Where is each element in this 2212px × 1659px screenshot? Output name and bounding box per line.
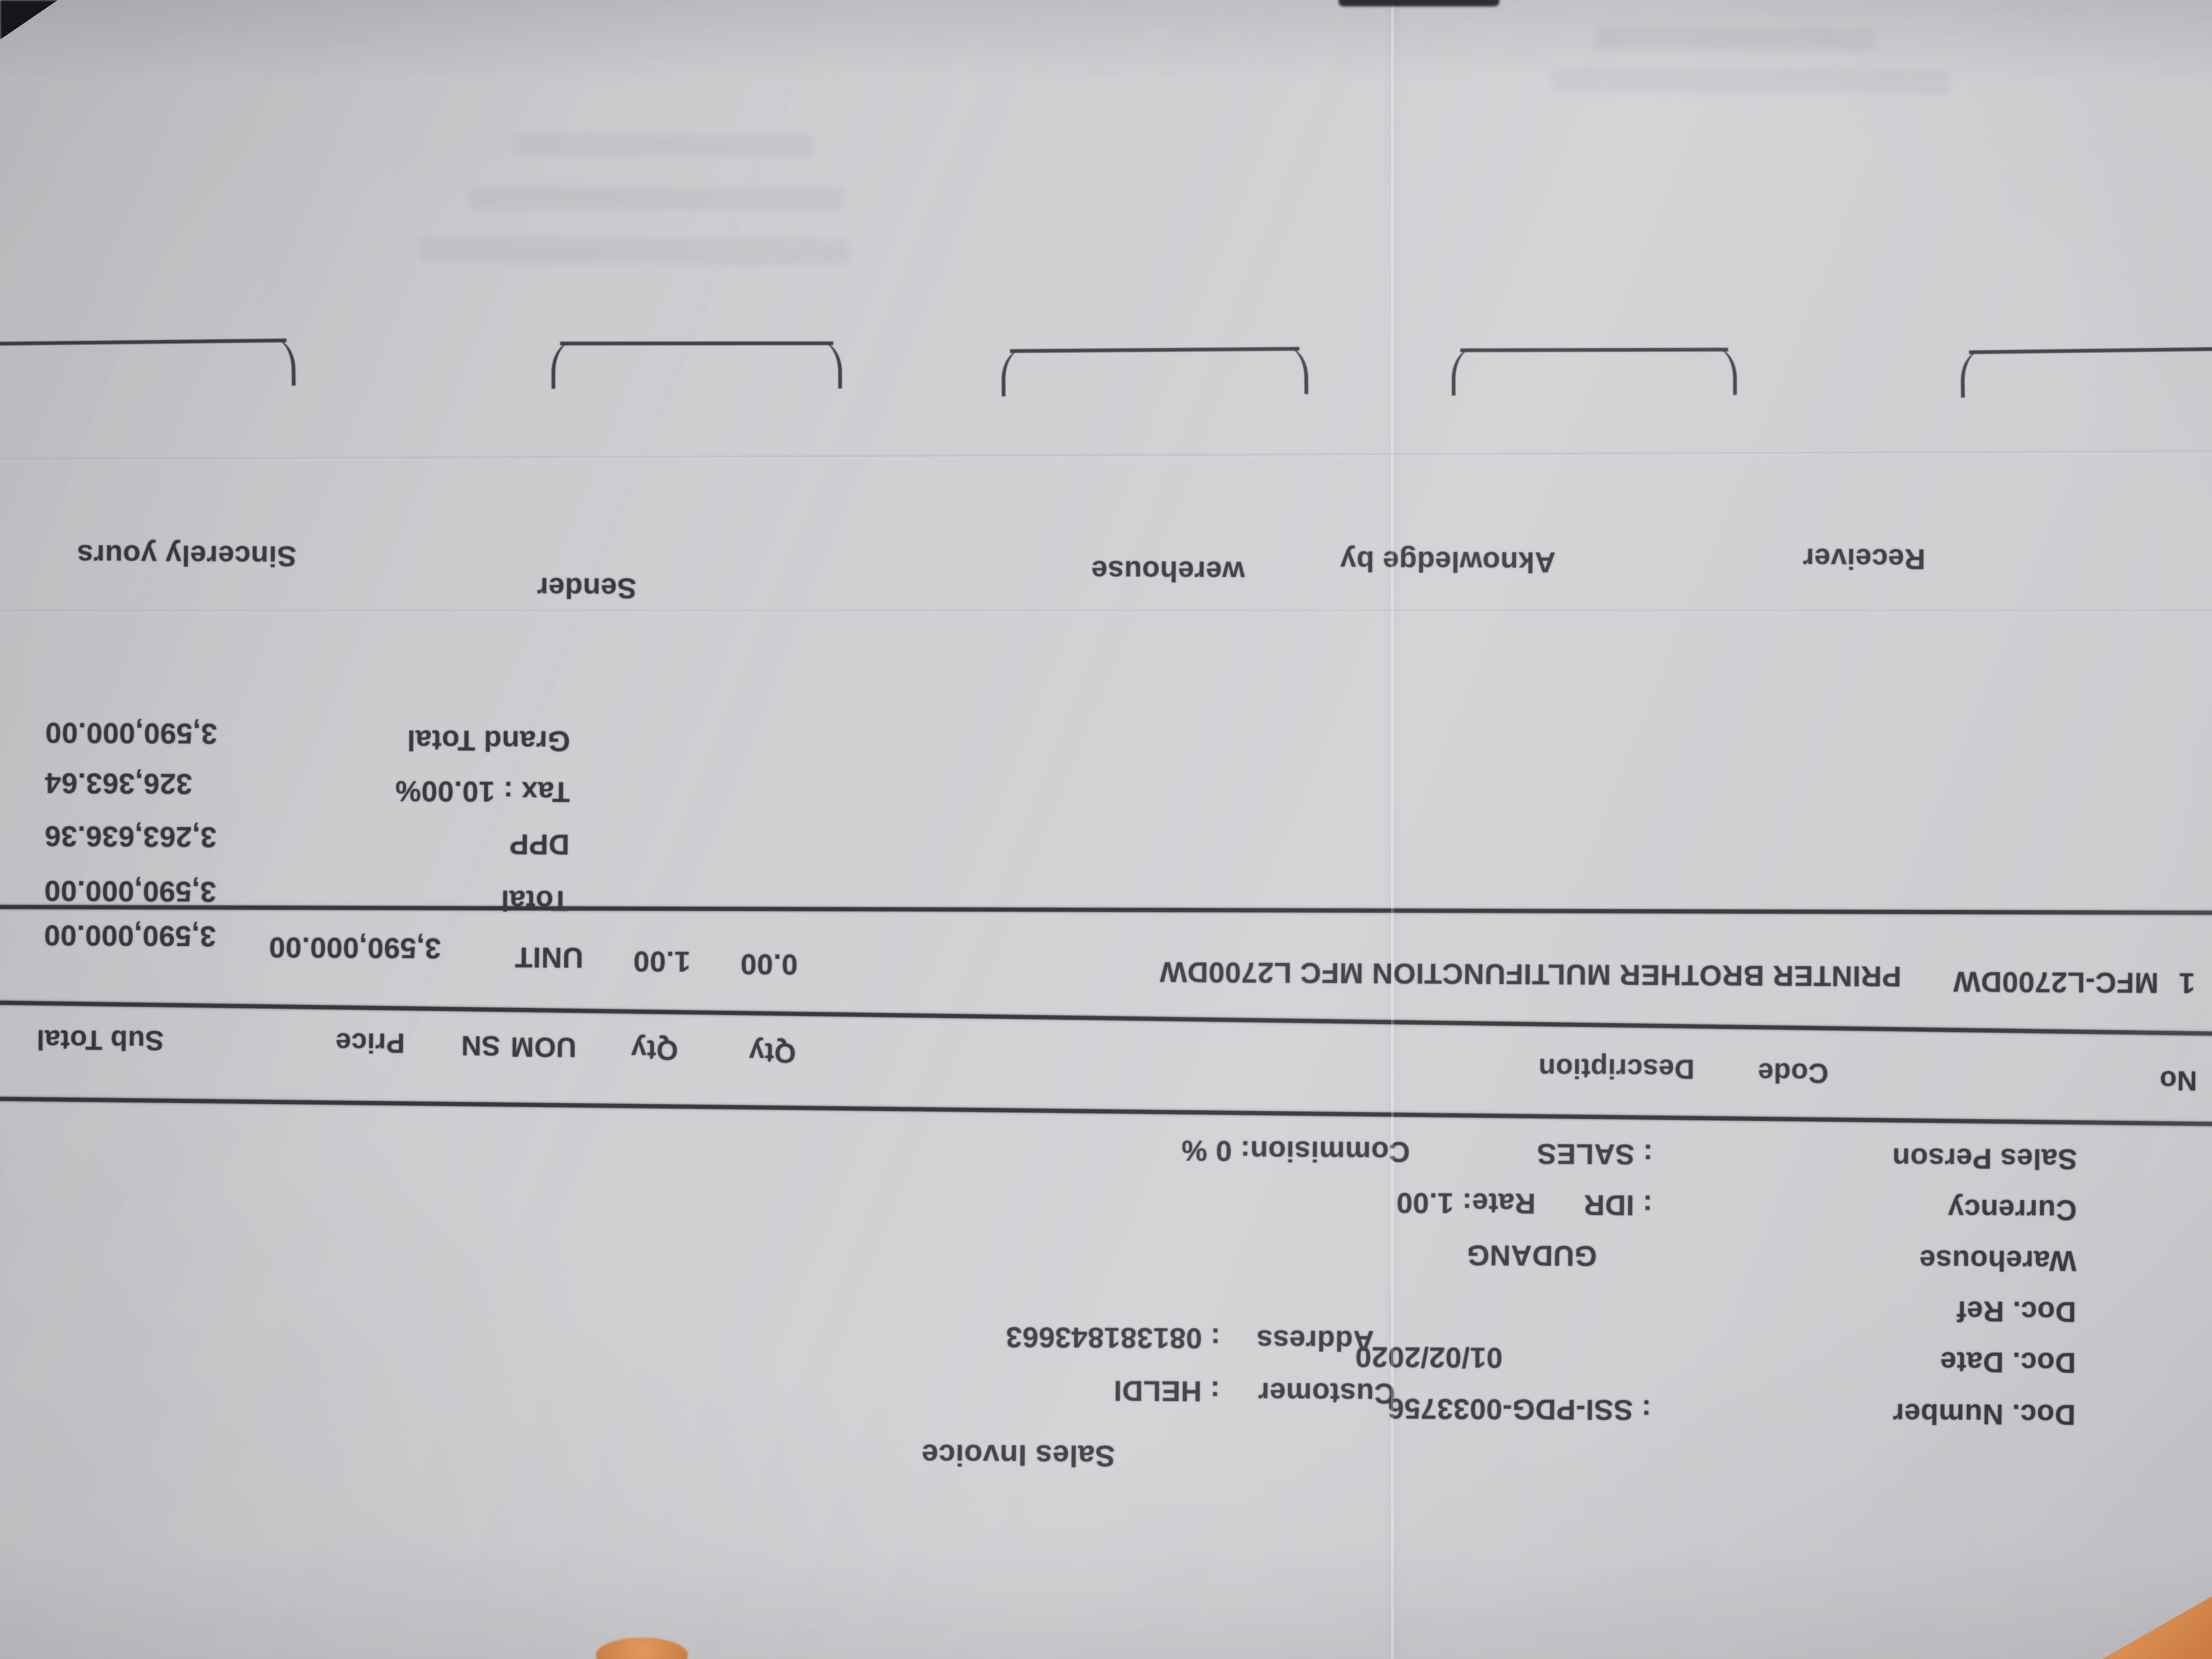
bleed-through-smudge: [1552, 68, 1949, 94]
sales-person-label: Sales Person: [1892, 1141, 2078, 1176]
currency-label: Currency: [1947, 1193, 2077, 1227]
grand-total-value: 3,590,000.00: [44, 716, 218, 750]
address-label: Address: [1256, 1324, 1374, 1357]
row-qty-1: 0.00: [740, 947, 798, 981]
signature-sincerely-yours: Sincerely yours: [77, 539, 297, 572]
signature-warehouse: werehouse: [1091, 554, 1245, 588]
tax-value: 326,363.64: [44, 766, 192, 800]
col-no: No: [2159, 1065, 2198, 1096]
signature-bracket: [1460, 347, 1729, 403]
signature-bracket: [560, 341, 834, 397]
doc-date-value: 01/02/2020: [1355, 1340, 1503, 1374]
doc-date-label: Doc. Date: [1940, 1346, 2076, 1379]
sales-person-value: : SALES: [1536, 1137, 1653, 1171]
col-qty-1: Qty: [749, 1036, 796, 1068]
customer-value: : HELDI: [1113, 1374, 1220, 1408]
signature-bracket: [1010, 347, 1300, 404]
col-code: Code: [1758, 1057, 1829, 1089]
grand-total-label: Grand Total: [407, 724, 571, 757]
bleed-through-smudge: [420, 237, 849, 265]
signature-acknowledge-by: Aknowledge by: [1340, 544, 1556, 579]
address-value: : 081381843663: [1005, 1320, 1221, 1355]
table-header-rule: [0, 1000, 2212, 1036]
doc-number-value: : SSI-PDG-0033756: [1387, 1392, 1651, 1426]
row-price: 3,590,000.00: [268, 931, 442, 965]
row-no: 1: [2178, 967, 2195, 999]
currency-rate: Rate: 1.00: [1396, 1186, 1536, 1220]
signature-sender: Sender: [536, 571, 637, 604]
total-value: 3,590,000.00: [44, 874, 216, 908]
bleed-through-smudge: [1595, 27, 1874, 51]
row-qty-2: 1.00: [633, 945, 691, 978]
row-sub-total: 3,590,000.00: [43, 918, 216, 952]
tax-label: Tax : 10.00%: [395, 774, 570, 808]
signature-bracket: [1969, 346, 2212, 405]
row-description: PRINTER BROTHER MULTIFUNCTION MFC L2700D…: [1159, 955, 1902, 993]
col-qty-2: Qty: [631, 1034, 678, 1066]
dpp-value: 3,263,636.36: [44, 819, 217, 853]
currency-value: : IDR: [1583, 1189, 1653, 1222]
commission-value: Commision: 0 %: [1181, 1134, 1410, 1168]
dpp-label: DPP: [509, 828, 570, 861]
warehouse-value: GUDANG: [1466, 1239, 1597, 1272]
signature-receiver: Receiver: [1802, 542, 1926, 576]
table-top-rule: [0, 1096, 2212, 1126]
bleed-through-smudge: [512, 133, 812, 157]
bleed-through-smudge: [469, 185, 845, 211]
customer-label: Customer: [1258, 1376, 1395, 1410]
col-price: Price: [335, 1027, 405, 1059]
col-uom: UOM: [510, 1031, 577, 1063]
total-label: Total: [500, 884, 570, 917]
signature-bracket: [0, 338, 287, 397]
row-uom: UNIT: [514, 941, 584, 974]
col-sub-total: Sub Total: [36, 1023, 164, 1056]
col-description: Description: [1538, 1052, 1695, 1085]
col-sn: SN: [461, 1029, 500, 1062]
page-title: Sales Invoice: [921, 1438, 1116, 1474]
row-code: MFC-L2700DW: [1953, 965, 2159, 999]
doc-ref-label: Doc. Ref: [1956, 1295, 2076, 1328]
warehouse-label: Warehouse: [1919, 1244, 2077, 1277]
doc-number-label: Doc. Number: [1892, 1397, 2076, 1431]
